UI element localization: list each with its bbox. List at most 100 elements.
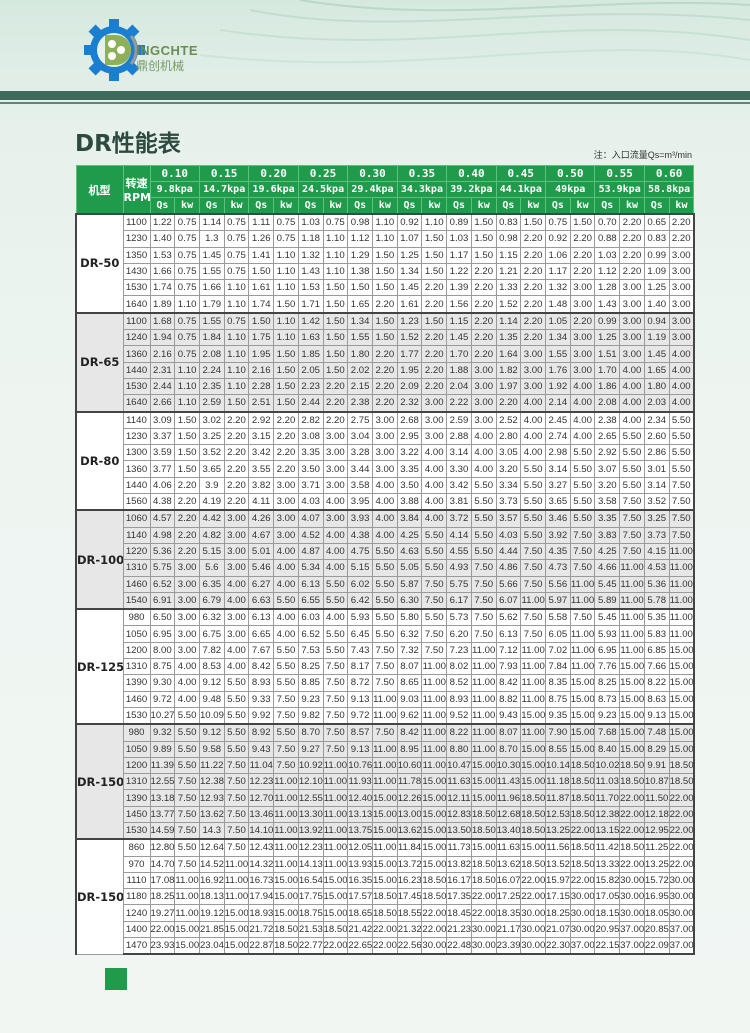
qs-cell: 7.43 [347, 641, 373, 660]
kw-cell: 4.00 [470, 460, 497, 478]
qs-cell: 1.45 [643, 345, 670, 363]
table-row: 1350 1.53 0.75 1.45 0.75 1.41 1.10 1.32 1.10 1.29… [76, 246, 695, 264]
kw-cell: 2.20 [371, 295, 398, 314]
kw-cell: 4.00 [371, 493, 398, 511]
brand-name-cn: 鼎创机械 [136, 59, 185, 73]
qs-cell: 10.60 [396, 756, 423, 775]
kw-cell: 22.00 [371, 937, 398, 956]
kw-cell: 30.00 [470, 920, 497, 939]
table-row: 1390 13.18 7.50 12.93 7.50 12.70 11.00 12.55 11.… [76, 789, 695, 807]
kw-cell: 30.00 [520, 904, 546, 922]
qs-cell: 1.61 [248, 279, 275, 297]
qs-cell: 3.14 [643, 476, 670, 495]
qs-cell: 1.14 [198, 213, 225, 232]
qs-cell: 21.85 [198, 920, 225, 939]
rpm-cell: 860 [122, 838, 151, 857]
kw-cell: 11.00 [520, 674, 546, 692]
kw-cell: 4.00 [322, 493, 349, 511]
kw-cell: 5.50 [371, 591, 398, 610]
kw-cell: 7.50 [470, 575, 497, 593]
kw-cell: 11.00 [273, 773, 299, 791]
kw-cell: 11.00 [273, 789, 299, 807]
qs-cell: 2.74 [545, 427, 571, 446]
qs-cell: 2.95 [396, 427, 423, 446]
kw-cell: 5.50 [569, 460, 596, 478]
kw-cell: 5.50 [569, 444, 596, 462]
kw-cell: 18.50 [470, 821, 497, 840]
qs-cell: 3.02 [198, 410, 225, 429]
kw-cell: 2.20 [421, 329, 448, 347]
kw-cell: 18.50 [569, 838, 596, 857]
kw-cell: 5.50 [273, 591, 299, 610]
qs-cell: 13.72 [396, 855, 423, 873]
kw-cell: 2.20 [619, 213, 645, 232]
kw-cell: 18.50 [421, 871, 448, 890]
qs-cell: 0.98 [347, 213, 373, 232]
kw-cell: 5.50 [223, 674, 250, 692]
qs-cell: 4.14 [446, 526, 472, 544]
kw-cell: 1.50 [223, 394, 250, 413]
qs-cell: 1.55 [545, 345, 571, 363]
qs-cell: 7.02 [545, 641, 571, 660]
kw-cell: 7.50 [520, 575, 546, 593]
kw-cell: 18.50 [619, 756, 645, 775]
kw-cell: 3.00 [223, 526, 250, 544]
qs-cell: 8.52 [446, 674, 472, 692]
kw-cell: 7.50 [223, 789, 250, 807]
qs-cell: 6.55 [297, 591, 324, 610]
model-name: DR-150 [75, 838, 124, 955]
kw-cell: 5.50 [322, 575, 349, 593]
kw-cell: 37.00 [619, 920, 645, 939]
kw-cell: 2.20 [223, 493, 250, 511]
rpm-cell: 1050 [122, 625, 151, 643]
qs-cell: 0.99 [643, 246, 670, 264]
qs-cell: 2.86 [643, 444, 670, 462]
qs-cell: 8.25 [594, 674, 621, 692]
qs-cell: 2.03 [643, 394, 670, 413]
kw-cell: 11.00 [421, 706, 448, 725]
kw-cell: 2.20 [520, 295, 546, 314]
kw-cell: 4.00 [520, 427, 546, 446]
qs-cell: 6.95 [149, 625, 176, 643]
qs-cell: 4.03 [297, 493, 324, 511]
qs-cell: 2.59 [198, 394, 225, 413]
kw-cell: 30.00 [470, 937, 497, 956]
table-row: 1300 3.59 1.50 3.52 2.20 3.42 2.20 3.35 3.00 3.28… [76, 444, 695, 462]
qs-cell: 4.53 [643, 559, 670, 577]
rpm-cell: 1240 [122, 329, 151, 347]
qs-cell: 18.75 [297, 904, 324, 922]
rpm-cell: 1530 [122, 821, 151, 840]
kw-cell: 5.50 [421, 559, 448, 577]
qs-cell: 10.47 [446, 756, 472, 775]
kw-cell: 15.00 [569, 690, 596, 708]
kw-cell: 0.75 [273, 230, 299, 248]
table-row: 1470 23.93 15.00 23.04 15.00 22.87 18.50 22.77 2… [76, 937, 695, 956]
kw-cell: 3.00 [619, 329, 645, 347]
qs-cell: 3.14 [446, 444, 472, 462]
kw-cell: 3.00 [520, 377, 546, 396]
qs-cell: 2.98 [545, 444, 571, 462]
kw-cell: 4.00 [470, 444, 497, 462]
qs-cell: 5.45 [594, 608, 621, 627]
kw-cell: 15.00 [421, 789, 448, 807]
qs-cell: 4.66 [594, 559, 621, 577]
qs-cell: 1.66 [149, 262, 176, 281]
qs-header: Qs [297, 197, 324, 215]
kw-cell: 15.00 [421, 805, 448, 823]
kw-cell: 15.00 [322, 888, 349, 906]
kw-cell: 5.50 [223, 723, 250, 742]
qs-cell: 11.42 [594, 838, 621, 857]
qs-cell: 14.3 [198, 821, 225, 840]
kw-cell: 15.00 [619, 723, 645, 742]
qs-cell: 9.72 [149, 690, 176, 708]
kw-cell: 2.20 [322, 410, 349, 429]
kw-cell: 15.00 [421, 855, 448, 873]
kw-cell: 7.50 [223, 773, 250, 791]
kw-cell: 2.20 [174, 476, 200, 495]
qs-cell: 5.89 [594, 591, 621, 610]
qs-cell: 3.82 [248, 476, 275, 495]
qs-cell: 4.07 [297, 509, 324, 528]
pressure-kpa-header: 58.8kpa [643, 181, 695, 198]
qs-cell: 2.16 [149, 345, 176, 363]
rpm-cell: 1240 [122, 904, 151, 922]
